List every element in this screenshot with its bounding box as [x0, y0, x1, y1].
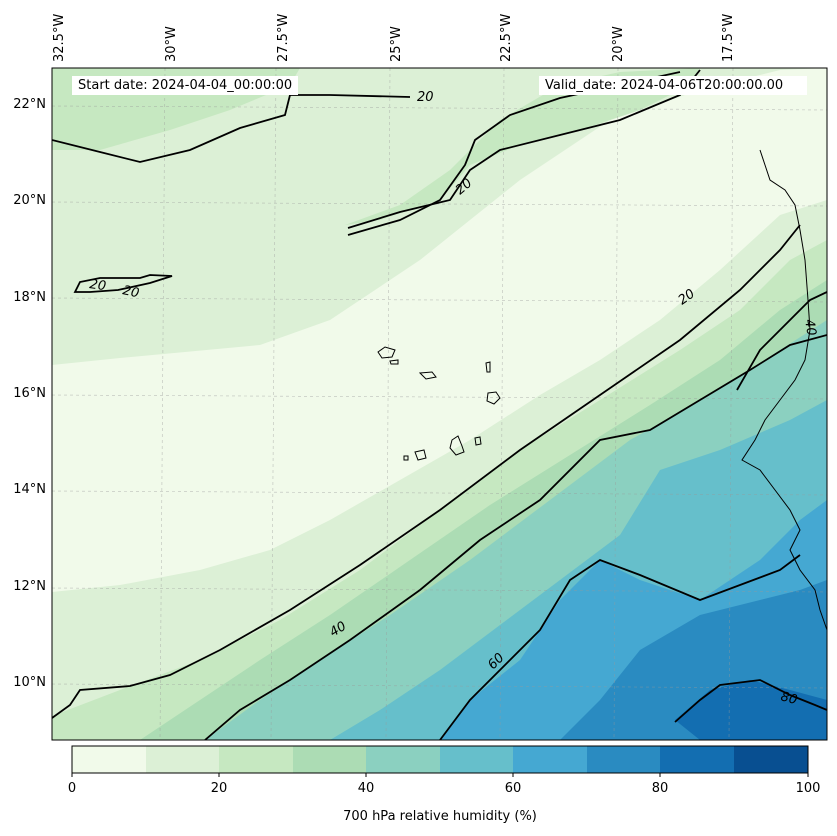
lat-label-12n: 12°N [13, 579, 46, 594]
graticule [52, 68, 827, 740]
fill-band-0-10 [52, 68, 827, 592]
contour-20-ne-lower [347, 69, 701, 229]
contour-40-east [736, 291, 827, 391]
colorbar-tick-label-40: 40 [357, 781, 375, 796]
african-coastline [741, 149, 827, 631]
start-date-label: Start date: 2024-04-04_00:00:00 [72, 76, 299, 95]
coastline-layer [377, 149, 827, 631]
island-sao-vicente [389, 359, 399, 365]
lat-label-18n: 18°N [13, 290, 46, 305]
colorbar-tick-label-20: 20 [210, 781, 228, 796]
island-maio [474, 436, 482, 446]
island-santo-antao [377, 346, 396, 359]
colorbar-tick-label-100: 100 [795, 781, 821, 796]
colorbar-swatch-8 [660, 746, 734, 773]
map-frame [51, 67, 828, 741]
colorbar-swatch-6 [513, 746, 587, 773]
colorbar-swatch-2 [219, 746, 293, 773]
contour-20-north [52, 94, 411, 163]
lon-label-30w: 30°W [164, 26, 179, 62]
contour-20-west-blob [73, 274, 173, 293]
lon-label-20w: 20°W [611, 26, 626, 62]
island-brava [403, 455, 409, 461]
lon-label-22-5w: 22.5°W [499, 13, 514, 62]
lat-label-22n: 22°N [13, 97, 46, 112]
colorbar-swatch-0 [72, 746, 146, 773]
colorbar-swatch-9 [734, 746, 808, 773]
lat-label-16n: 16°N [13, 386, 46, 401]
colorbar-tick-label-0: 0 [67, 781, 77, 796]
island-boa-vista [486, 391, 501, 405]
colorbar-swatch-5 [440, 746, 513, 773]
lon-label-17-5w: 17.5°W [721, 13, 736, 62]
lon-label-27-5w: 27.5°W [276, 13, 291, 62]
lat-label-10n: 10°N [13, 675, 46, 690]
colorbar-swatch-3 [293, 746, 366, 773]
island-sao-nicolau [418, 371, 437, 380]
contour-20-diagonal [52, 224, 801, 719]
contour-label-40-b: 40 [801, 318, 819, 337]
island-fogo [414, 449, 427, 461]
colorbar-tick-label-80: 80 [651, 781, 669, 796]
contour-label-40-a: 40 [327, 619, 349, 640]
island-sal [485, 361, 491, 373]
contour-label-80: 80 [779, 689, 799, 708]
contour-label-20-c: 20 [88, 277, 106, 294]
contour-80 [674, 679, 827, 723]
contour-label-20-a: 20 [417, 90, 434, 105]
fill-band-20-30-ne [345, 68, 700, 225]
colorbar [71, 745, 809, 777]
contour-lines [52, 69, 827, 740]
colorbar-ticks [71, 773, 809, 777]
lat-label-14n: 14°N [13, 482, 46, 497]
colorbar-title: 700 hPa relative humidity (%) [343, 809, 537, 824]
colorbar-swatch-4 [366, 746, 440, 773]
colorbar-swatch-7 [587, 746, 660, 773]
contour-60 [439, 554, 801, 740]
lat-label-20n: 20°N [13, 193, 46, 208]
colorbar-swatch-1 [146, 746, 219, 773]
humidity-fill-layer [52, 68, 827, 740]
island-santiago [449, 435, 465, 456]
contour-40-diagonal [204, 334, 827, 740]
colorbar-tick-label-60: 60 [504, 781, 522, 796]
colorbar-frame [71, 745, 809, 774]
valid-date-label: Valid_date: 2024-04-06T20:00:00.00 [539, 76, 807, 95]
contour-label-20-d: 20 [121, 283, 140, 301]
lon-label-25w: 25°W [389, 26, 404, 62]
lon-label-32-5w: 32.5°W [52, 13, 67, 62]
